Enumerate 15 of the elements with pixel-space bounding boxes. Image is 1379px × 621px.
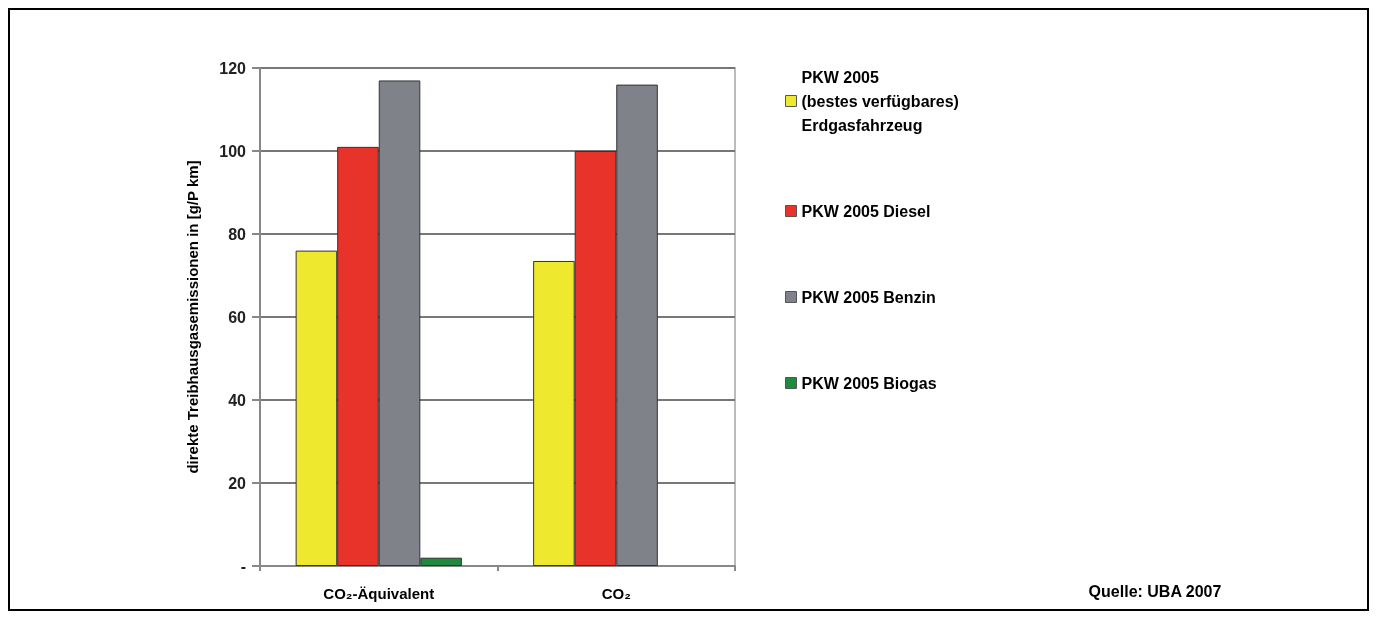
y-tick-label: 120: [219, 59, 247, 77]
y-tick-label: 20: [228, 474, 247, 492]
x-tick-label: CO₂: [601, 585, 631, 602]
y-tick-label: 60: [228, 308, 247, 326]
legend-label: PKW 2005 Biogas: [801, 374, 937, 392]
y-tick-label: -: [240, 557, 246, 575]
y-tick-label: 40: [228, 391, 247, 409]
y-axis-title: direkte Treibhausgasemissionen in [g/P km]: [184, 160, 201, 474]
legend-label: PKW 2005 (bestes verfügbares) Erdgasfahrzeug: [801, 68, 959, 134]
y-tick-label: 100: [219, 142, 247, 160]
source-note: Quelle: UBA 2007: [1088, 582, 1222, 600]
legend-label: PKW 2005 Benzin: [801, 288, 936, 306]
x-tick-label: CO₂-Äquivalent: [323, 585, 435, 602]
legend-label: PKW 2005 Diesel: [801, 202, 931, 220]
y-tick-label: 80: [228, 225, 247, 243]
